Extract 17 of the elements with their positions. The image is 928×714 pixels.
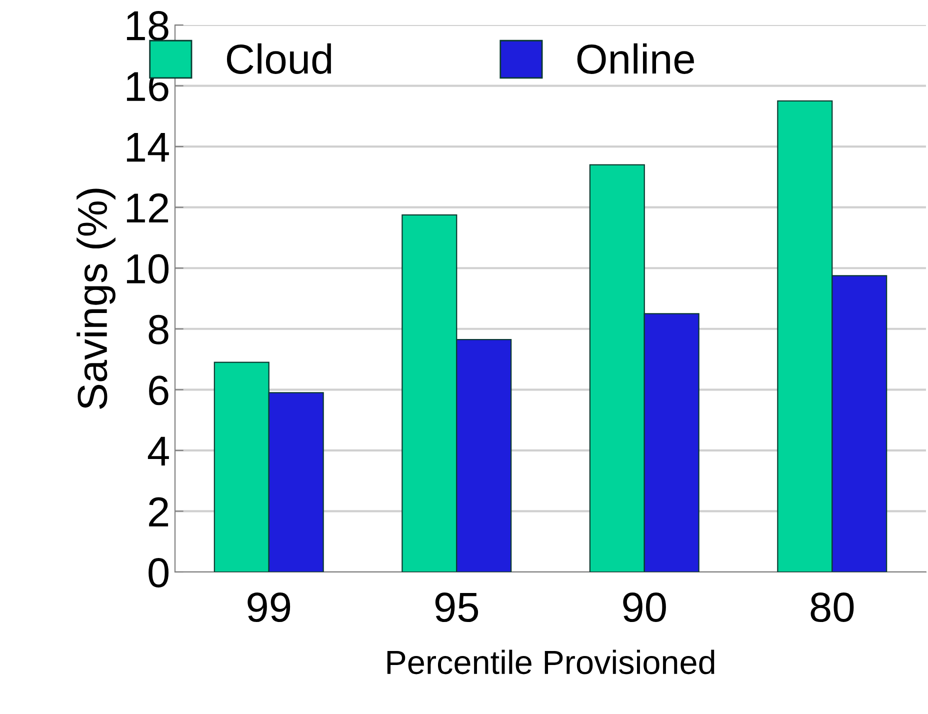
legend-label: Cloud xyxy=(226,43,332,74)
y-tick-label: 2 xyxy=(149,497,168,526)
y-tick-label: 14 xyxy=(126,132,169,162)
x-tick-label: 95 xyxy=(435,592,478,622)
x-tick-label: 99 xyxy=(248,592,290,622)
y-tick-label: 8 xyxy=(148,314,168,344)
y-axis-title: Savings (%) xyxy=(76,188,116,409)
y-tick-label: 18 xyxy=(126,11,168,41)
x-tick-label: 80 xyxy=(810,592,854,622)
x-axis-title: Percentile Provisioned xyxy=(387,650,714,674)
y-tick-label: 12 xyxy=(126,193,168,222)
y-tick-label: 4 xyxy=(148,436,169,466)
y-tick-label: 6 xyxy=(149,376,168,406)
x-tick-label: 90 xyxy=(623,592,666,622)
legend-label: Online xyxy=(577,43,694,74)
y-tick-label: 10 xyxy=(126,254,169,284)
y-tick-label: 0 xyxy=(148,558,169,588)
